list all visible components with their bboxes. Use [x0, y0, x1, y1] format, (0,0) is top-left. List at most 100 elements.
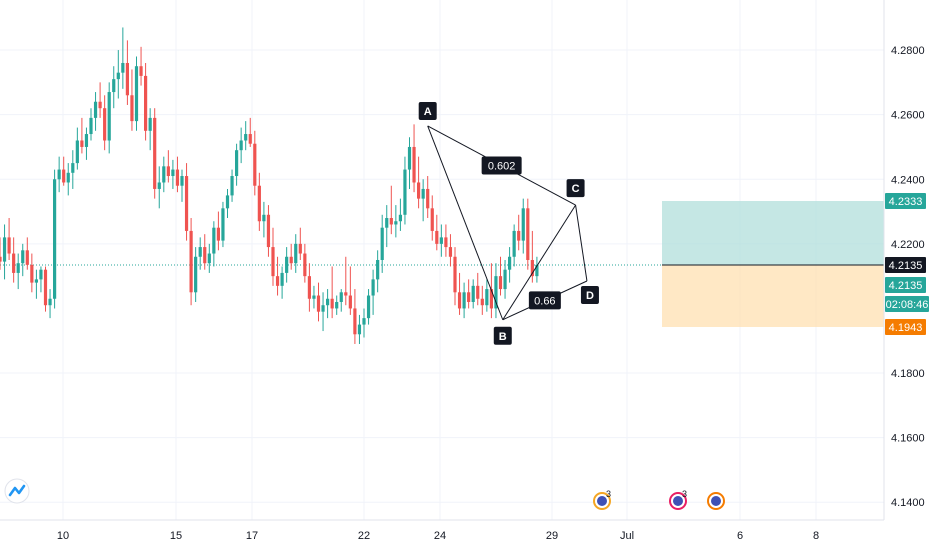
candle[interactable] — [508, 247, 512, 283]
candle[interactable] — [353, 289, 357, 344]
candle[interactable] — [476, 272, 480, 306]
candle[interactable] — [2, 224, 7, 280]
candle[interactable] — [53, 169, 57, 309]
candle[interactable] — [398, 198, 402, 231]
candle[interactable] — [266, 205, 271, 257]
pattern-point-d[interactable]: D — [580, 285, 599, 304]
candle[interactable] — [289, 243, 293, 270]
candle[interactable] — [62, 156, 66, 186]
candle[interactable] — [239, 127, 243, 164]
candle[interactable] — [330, 266, 334, 319]
candle[interactable] — [207, 243, 211, 273]
candle[interactable] — [175, 156, 180, 193]
candle[interactable] — [321, 292, 325, 332]
candle[interactable] — [244, 121, 248, 151]
candle[interactable] — [485, 279, 489, 312]
candle[interactable] — [235, 143, 239, 186]
candle[interactable] — [262, 201, 266, 238]
candle[interactable] — [194, 247, 198, 302]
candle[interactable] — [453, 247, 457, 306]
candle[interactable] — [216, 211, 220, 251]
candle[interactable] — [535, 256, 539, 283]
candle[interactable] — [75, 127, 79, 170]
candle[interactable] — [480, 285, 484, 315]
candle[interactable] — [7, 218, 11, 260]
candle[interactable] — [134, 56, 139, 131]
pattern-ratio-label[interactable]: 0.66 — [528, 291, 561, 310]
event-marker[interactable] — [707, 492, 725, 510]
candle[interactable] — [344, 256, 348, 306]
candle[interactable] — [148, 108, 152, 151]
candle[interactable] — [21, 243, 25, 277]
candle[interactable] — [362, 308, 366, 338]
candle[interactable] — [43, 266, 48, 312]
stop-zone[interactable] — [662, 265, 884, 327]
candle[interactable] — [230, 169, 234, 202]
candle[interactable] — [430, 195, 434, 241]
candle[interactable] — [371, 269, 375, 315]
candle[interactable] — [39, 266, 43, 293]
candle[interactable] — [121, 27, 125, 89]
event-marker[interactable]: 3 — [593, 489, 611, 510]
event-marker[interactable]: 3 — [669, 489, 687, 510]
candle[interactable] — [521, 198, 525, 254]
candle[interactable] — [0, 237, 2, 270]
harmonic-pattern[interactable]: 0.602 0.66 A B C D — [418, 101, 599, 345]
candle[interactable] — [84, 127, 89, 160]
candle[interactable] — [326, 289, 330, 319]
candle[interactable] — [12, 237, 16, 283]
candle[interactable] — [298, 227, 302, 260]
candle[interactable] — [189, 218, 193, 306]
candle[interactable] — [275, 256, 280, 296]
candle[interactable] — [248, 117, 252, 147]
pattern-point-c[interactable]: C — [566, 179, 585, 198]
candle[interactable] — [16, 253, 20, 290]
candle[interactable] — [103, 95, 107, 151]
pattern-point-b[interactable]: B — [493, 326, 512, 345]
candle[interactable] — [471, 279, 475, 309]
candle[interactable] — [512, 224, 516, 267]
candle[interactable] — [221, 201, 225, 248]
candle[interactable] — [426, 176, 430, 219]
candle[interactable] — [316, 282, 321, 322]
candle[interactable] — [448, 234, 453, 267]
candle[interactable] — [389, 185, 393, 235]
candle[interactable] — [153, 108, 157, 199]
candle[interactable] — [166, 150, 170, 183]
candle[interactable] — [421, 179, 425, 222]
candle[interactable] — [312, 285, 316, 309]
candle[interactable] — [57, 156, 61, 193]
candle[interactable] — [139, 46, 143, 86]
candle[interactable] — [444, 224, 448, 257]
candle[interactable] — [180, 169, 184, 202]
pattern-ratio-label[interactable]: 0.602 — [481, 156, 522, 175]
candle[interactable] — [294, 234, 298, 273]
candle[interactable] — [526, 198, 530, 270]
candle[interactable] — [407, 137, 412, 189]
candle[interactable] — [212, 221, 216, 267]
candle[interactable] — [403, 156, 407, 225]
candle[interactable] — [157, 166, 161, 209]
candle[interactable] — [171, 159, 175, 189]
candle[interactable] — [25, 237, 29, 270]
logo-icon[interactable] — [4, 478, 30, 504]
time-axis[interactable] — [0, 520, 932, 550]
candle[interactable] — [184, 163, 189, 241]
candle[interactable] — [125, 40, 129, 105]
pattern-leg-bc[interactable] — [502, 204, 576, 321]
candle[interactable] — [66, 163, 70, 196]
candle[interactable] — [107, 82, 111, 154]
candle[interactable] — [303, 243, 307, 283]
pattern-leg-ab[interactable] — [427, 125, 504, 320]
candle[interactable] — [494, 263, 498, 319]
candle[interactable] — [380, 214, 384, 273]
candle[interactable] — [253, 130, 257, 196]
candle[interactable] — [93, 92, 98, 131]
candle[interactable] — [144, 62, 148, 141]
candle[interactable] — [498, 256, 503, 296]
candlestick-series[interactable] — [0, 27, 539, 344]
candle[interactable] — [203, 234, 207, 270]
pattern-leg-cd[interactable] — [575, 205, 588, 282]
candle[interactable] — [198, 237, 202, 270]
candle[interactable] — [435, 214, 439, 251]
